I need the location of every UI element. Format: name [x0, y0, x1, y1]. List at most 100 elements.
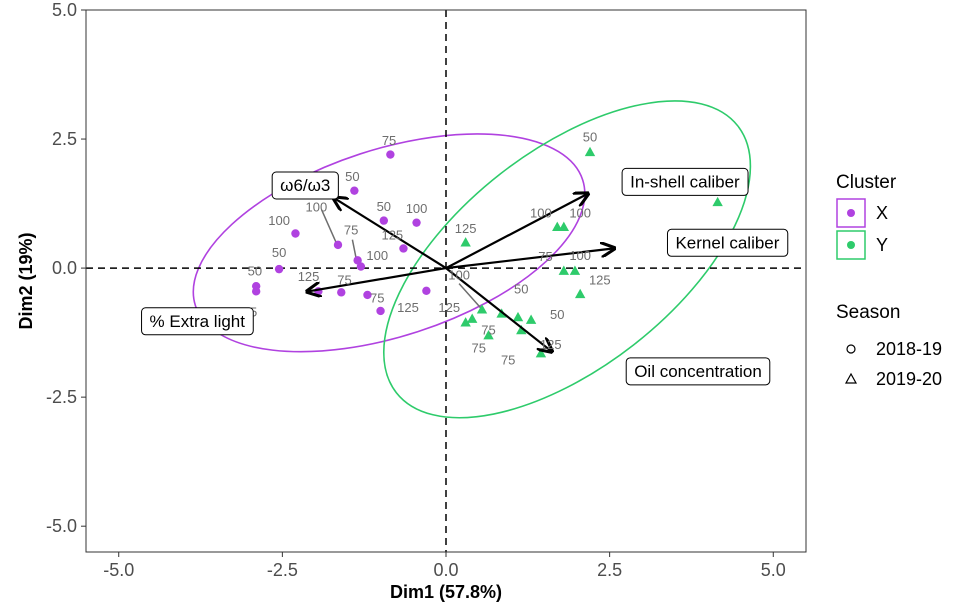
variable-label-box: Oil concentration [625, 357, 771, 386]
x-tick-label: 0.0 [433, 560, 458, 580]
point-label: 125 [438, 300, 460, 315]
ellipse-cluster-y [382, 100, 752, 419]
arrow-vector [445, 267, 551, 351]
y-tick-label: 2.5 [52, 129, 77, 149]
arrow-vector [445, 248, 613, 270]
y-axis-title: Dim2 (19%) [16, 232, 36, 329]
y-tick-label: -2.5 [46, 387, 77, 407]
point-label: 50 [550, 307, 564, 322]
point-cluster-x [363, 290, 372, 300]
point-label: 100 [366, 248, 388, 263]
label-connector [351, 239, 358, 260]
point-label: 100 [569, 205, 591, 220]
point-label: 75 [471, 341, 485, 356]
legend-label-cluster: X [876, 203, 888, 223]
legend: Cluster XY Season 2018-19 2019-20 [836, 172, 942, 389]
variable-label: In-shell caliber [630, 172, 740, 191]
legend-title-cluster: Cluster [836, 172, 897, 193]
point-cluster-x [376, 306, 385, 316]
label-connectors [320, 209, 483, 310]
point-cluster-y [574, 288, 586, 299]
point-label: 125 [589, 272, 611, 287]
label-connector [458, 283, 483, 310]
point-label: 75 [501, 352, 515, 367]
point-label: 100 [569, 248, 591, 263]
point-cluster-x [412, 218, 421, 227]
point-label: 75 [382, 133, 396, 148]
point-cluster-y [512, 311, 524, 322]
variable-labels: ω6/ω3 % Extra light In-shell caliber Kernel… [141, 167, 789, 386]
point-cluster-y [558, 265, 570, 275]
legend-title-season: Season [836, 302, 900, 323]
point-cluster-y [460, 317, 471, 327]
point-cluster-x [353, 256, 362, 265]
legend-key-circle-icon [846, 344, 856, 354]
legend-label-cluster: Y [876, 235, 888, 255]
variable-label-box: % Extra light [141, 307, 254, 336]
legend-key-triangle-icon [844, 372, 858, 384]
point-label: 100 [406, 201, 428, 216]
point-cluster-y [476, 304, 488, 314]
point-cluster-x [422, 286, 431, 296]
x-tick-label: 5.0 [761, 560, 786, 580]
point-label: 50 [583, 129, 597, 144]
arrow-vector [309, 267, 447, 291]
point-label: 125 [540, 337, 562, 352]
point-cluster-x [379, 216, 389, 225]
point-cluster-y [460, 237, 471, 247]
point-cluster-x [356, 262, 366, 271]
point-cluster-x [350, 186, 359, 195]
point-cluster-y [584, 146, 596, 157]
arrow-vector [445, 194, 587, 270]
point-label: 75 [370, 291, 384, 306]
x-tick-label: -2.5 [267, 560, 298, 580]
legend-key-dot [847, 241, 855, 249]
point-label: 100 [448, 267, 470, 282]
legend-label-season: 2019-20 [876, 369, 942, 389]
point-labels: 75 50 100 100 50 100 75 125 50 100 75 125 75 125 125 50… [236, 129, 611, 367]
x-axis: -5.0 -2.5 0.0 2.5 5.0 [103, 552, 786, 580]
point-cluster-y [483, 330, 494, 340]
point-label: 125 [397, 300, 419, 315]
point-label: 50 [377, 199, 391, 214]
point-label: 125 [381, 228, 403, 243]
point-label: 75 [344, 222, 358, 237]
point-cluster-y [569, 265, 581, 275]
point-label: 75 [481, 323, 495, 338]
point-cluster-x [333, 240, 343, 250]
ellipse-cluster-x [192, 133, 586, 353]
point-cluster-y [466, 313, 478, 323]
point-label: 100 [268, 213, 290, 228]
variable-label-box: In-shell caliber [621, 167, 749, 196]
point-label: 75 [538, 249, 552, 264]
label-box-frame [621, 167, 749, 196]
point-label: 50 [272, 245, 286, 260]
cluster-ellipses [192, 100, 752, 419]
point-cluster-x [291, 229, 300, 238]
variable-arrows [309, 194, 613, 350]
point-cluster-x [274, 264, 284, 274]
point-label: 50 [514, 282, 528, 297]
point-cluster-y [712, 196, 723, 207]
point-cluster-x [386, 150, 395, 159]
arrow-vector [335, 198, 447, 270]
variable-label-box: Kernel caliber [666, 228, 789, 257]
point-label: 100 [530, 205, 552, 220]
y-tick-label: 5.0 [52, 0, 77, 20]
point-label: 125 [455, 221, 477, 236]
point-cluster-y [516, 324, 527, 335]
y-axis: -5.0 -2.5 0.0 2.5 5.0 [46, 0, 86, 536]
y-tick-label: -5.0 [46, 516, 77, 536]
point-label: 50 [248, 264, 262, 279]
y-tick-label: 0.0 [52, 258, 77, 278]
point-cluster-x [251, 287, 261, 296]
point-cluster-y [525, 314, 537, 324]
x-axis-title: Dim1 (57.8%) [390, 582, 502, 602]
label-box-frame [141, 307, 254, 336]
variable-label: ω6/ω3 [280, 176, 330, 195]
point-label: 125 [298, 269, 320, 284]
variable-label: Kernel caliber [675, 233, 779, 252]
label-box-frame [625, 357, 771, 386]
x-tick-label: 2.5 [597, 560, 622, 580]
